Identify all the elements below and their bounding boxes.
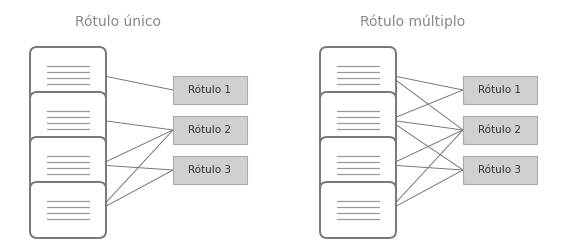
FancyBboxPatch shape xyxy=(173,76,247,104)
FancyBboxPatch shape xyxy=(30,92,106,148)
FancyBboxPatch shape xyxy=(30,182,106,238)
Text: Rótulo único: Rótulo único xyxy=(75,15,161,29)
FancyBboxPatch shape xyxy=(30,47,106,103)
FancyBboxPatch shape xyxy=(30,137,106,193)
Text: Rótulo 3: Rótulo 3 xyxy=(188,165,231,175)
FancyBboxPatch shape xyxy=(173,116,247,144)
FancyBboxPatch shape xyxy=(173,156,247,184)
FancyBboxPatch shape xyxy=(463,116,537,144)
Text: Rótulo 1: Rótulo 1 xyxy=(188,85,231,95)
FancyBboxPatch shape xyxy=(463,156,537,184)
Text: Rótulo múltiplo: Rótulo múltiplo xyxy=(360,15,466,29)
Text: Rótulo 2: Rótulo 2 xyxy=(188,125,231,135)
Text: Rótulo 3: Rótulo 3 xyxy=(479,165,522,175)
FancyBboxPatch shape xyxy=(320,137,396,193)
Text: Rótulo 2: Rótulo 2 xyxy=(479,125,522,135)
FancyBboxPatch shape xyxy=(320,47,396,103)
FancyBboxPatch shape xyxy=(320,182,396,238)
Text: Rótulo 1: Rótulo 1 xyxy=(479,85,522,95)
FancyBboxPatch shape xyxy=(463,76,537,104)
FancyBboxPatch shape xyxy=(320,92,396,148)
